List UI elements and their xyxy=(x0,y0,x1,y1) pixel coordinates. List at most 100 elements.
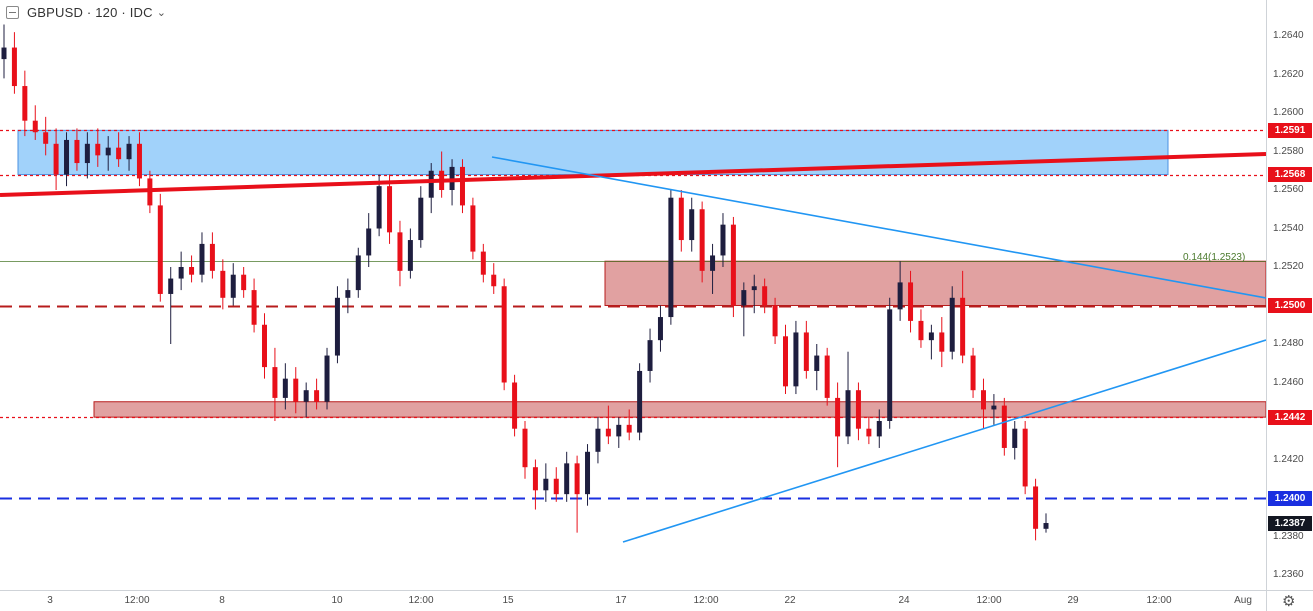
price-level-badge: 1.2568 xyxy=(1268,167,1312,183)
candle-body xyxy=(1033,486,1039,529)
time-tick-label: 24 xyxy=(898,595,910,606)
collapse-legend-icon[interactable] xyxy=(6,5,19,19)
candle-body xyxy=(991,405,997,410)
candle-body xyxy=(314,390,320,402)
time-tick-label: 8 xyxy=(219,595,225,606)
price-chart[interactable] xyxy=(0,0,1266,590)
time-tick-label: 15 xyxy=(502,595,514,606)
candle-body xyxy=(418,197,424,241)
candle-body xyxy=(710,255,716,271)
candle-body xyxy=(1,47,7,60)
candle-body xyxy=(64,139,70,175)
candle-body xyxy=(793,332,799,387)
candle-body xyxy=(272,367,278,398)
time-tick-label: 12:00 xyxy=(976,595,1002,606)
time-tick-label: Aug xyxy=(1234,595,1252,606)
trend-line-ascending xyxy=(622,339,1266,543)
candle-body xyxy=(960,297,966,356)
candle-body xyxy=(136,143,142,179)
trend-line-red xyxy=(0,152,1266,197)
price-tick-label: 1.2640 xyxy=(1273,30,1304,41)
candle-body xyxy=(459,166,465,206)
candle-body xyxy=(230,274,236,298)
candle-body xyxy=(897,282,903,310)
zone-rect xyxy=(93,401,1266,418)
candle-body xyxy=(751,286,757,291)
candle-body xyxy=(105,147,111,156)
candle-body xyxy=(939,332,945,352)
candle-body xyxy=(720,224,726,256)
time-tick-label: 17 xyxy=(615,595,627,606)
candle-body xyxy=(803,332,809,371)
candle-body xyxy=(928,332,934,341)
candle-body xyxy=(585,451,591,495)
candle-body xyxy=(1001,405,1007,448)
chevron-down-icon[interactable]: ⌄ xyxy=(156,6,166,19)
candle-body xyxy=(376,186,382,229)
price-tick-label: 1.2620 xyxy=(1273,68,1304,80)
candle-body xyxy=(32,120,38,133)
candle-body xyxy=(1043,523,1049,529)
symbol-legend[interactable]: GBPUSD · 120 · IDC ⌄ xyxy=(4,3,170,21)
candle-body xyxy=(908,282,914,321)
candle-body xyxy=(178,267,184,279)
candle-body xyxy=(22,86,28,121)
price-tick-label: 1.2560 xyxy=(1273,184,1304,195)
candle-body xyxy=(616,424,622,437)
candle-body xyxy=(657,317,663,341)
candle-body xyxy=(532,467,538,491)
time-tick-label: 29 xyxy=(1067,595,1079,606)
candle-body xyxy=(282,378,288,398)
candle-body xyxy=(334,297,340,356)
candle-body xyxy=(189,267,195,275)
candle-body xyxy=(741,290,747,306)
candle-body xyxy=(84,143,90,164)
price-tick-label: 1.2600 xyxy=(1273,107,1304,118)
candle-body xyxy=(783,336,788,387)
gear-icon[interactable]: ⚙ xyxy=(1282,593,1296,610)
candle-body xyxy=(11,47,17,87)
price-tick-label: 1.2420 xyxy=(1273,453,1304,465)
candle-body xyxy=(949,297,955,352)
candle-body xyxy=(595,428,601,452)
candle-body xyxy=(689,209,695,241)
time-tick-label: 12:00 xyxy=(693,595,719,606)
candle-body xyxy=(209,243,215,271)
candle-body xyxy=(501,286,507,383)
price-tick-label: 1.2580 xyxy=(1273,145,1304,157)
price-level-badge: 1.2387 xyxy=(1268,515,1312,531)
candle-body xyxy=(553,478,559,495)
candle-body xyxy=(730,224,736,306)
candle-body xyxy=(855,390,861,429)
candle-body xyxy=(74,139,80,164)
time-tick-label: 12:00 xyxy=(124,595,150,606)
candle-body xyxy=(647,340,653,371)
candle-body xyxy=(387,186,393,233)
time-axis[interactable]: 3 12:00 8 10 12:00 15 17 12:00 22 24 12:00 29 12:00 A… xyxy=(0,590,1266,611)
candle-body xyxy=(668,197,674,318)
candle-body xyxy=(262,324,267,368)
candle-body xyxy=(605,428,611,437)
candle-body xyxy=(407,240,413,271)
time-tick-label: 3 xyxy=(47,595,53,606)
candle-body xyxy=(428,170,434,198)
symbol-title[interactable]: GBPUSD · 120 · IDC xyxy=(27,4,153,20)
price-tick-label: 1.2380 xyxy=(1273,530,1304,542)
price-tick-label: 1.2540 xyxy=(1273,222,1304,234)
chart-pane[interactable]: GBPUSD · 120 · IDC ⌄ 0.144(1.2523) xyxy=(0,0,1266,590)
candle-body xyxy=(303,390,309,402)
candle-body xyxy=(43,132,49,144)
candle-body xyxy=(699,209,705,271)
candle-body xyxy=(512,382,518,429)
candle-body xyxy=(678,197,684,241)
candle-body xyxy=(251,290,257,325)
time-tick-label: 10 xyxy=(331,595,343,606)
candle-body xyxy=(241,274,247,291)
time-tick-label: 22 xyxy=(784,595,796,606)
candle-body xyxy=(574,463,580,495)
candle-body xyxy=(1022,428,1028,487)
candle-body xyxy=(470,205,476,252)
candle-body xyxy=(876,421,882,437)
price-axis[interactable]: 1.2640 1.2620 1.2600 1.2580 1.2560 1.2540 1.25… xyxy=(1266,0,1313,590)
time-tick-label: 12:00 xyxy=(1146,595,1172,606)
